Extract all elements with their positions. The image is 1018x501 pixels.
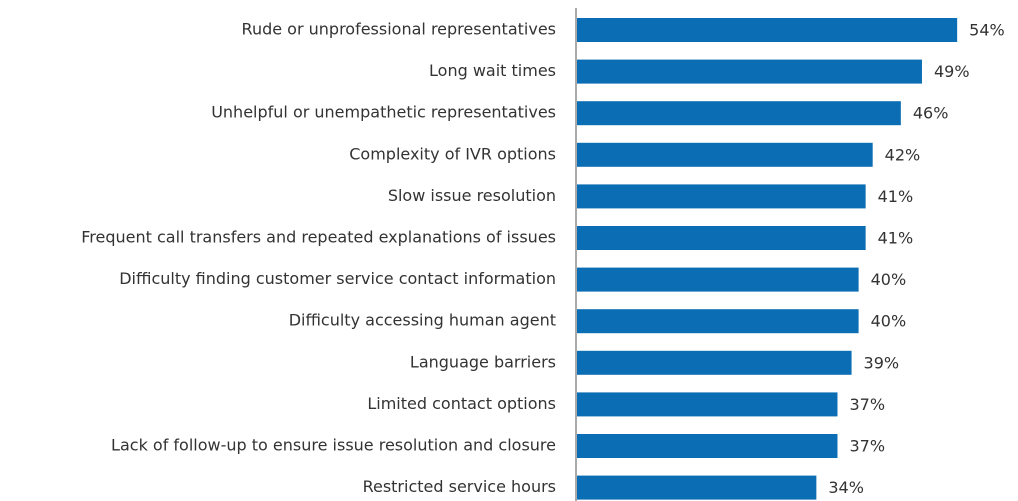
value-label: 34%: [828, 478, 864, 497]
value-label: 46%: [913, 104, 949, 123]
bar: [577, 267, 859, 292]
category-label: Difficulty accessing human agent: [289, 311, 556, 330]
bar: [577, 475, 817, 500]
bar: [577, 350, 852, 375]
category-label: Rude or unprofessional representatives: [242, 20, 556, 39]
bar: [577, 226, 866, 250]
value-label: 41%: [878, 187, 914, 206]
bar: [577, 142, 873, 167]
category-label: Language barriers: [410, 352, 556, 371]
value-label: 39%: [864, 353, 900, 372]
category-label: Limited contact options: [367, 394, 556, 413]
value-label: 37%: [849, 395, 885, 414]
value-label: 40%: [871, 312, 907, 331]
bar: [577, 309, 859, 334]
bar: [577, 184, 866, 209]
value-label: 40%: [871, 270, 907, 289]
category-label: Lack of follow-up to ensure issue resolu…: [111, 436, 556, 455]
value-label: 42%: [885, 145, 921, 164]
bar: [577, 18, 958, 42]
bar: [577, 101, 901, 126]
category-label: Difficulty finding customer service cont…: [119, 269, 556, 288]
bar: [577, 434, 838, 458]
category-label: Restricted service hours: [363, 477, 556, 496]
category-label: Long wait times: [429, 61, 556, 80]
category-label: Slow issue resolution: [388, 186, 556, 205]
bar: [577, 59, 922, 84]
bar: [577, 392, 838, 417]
category-label: Unhelpful or unempathetic representative…: [211, 103, 556, 122]
category-label: Frequent call transfers and repeated exp…: [81, 228, 556, 247]
value-label: 41%: [878, 229, 914, 248]
value-label: 37%: [849, 437, 885, 456]
value-label: 49%: [934, 62, 970, 81]
value-label: 54%: [969, 21, 1005, 40]
category-label: Complexity of IVR options: [349, 144, 556, 163]
